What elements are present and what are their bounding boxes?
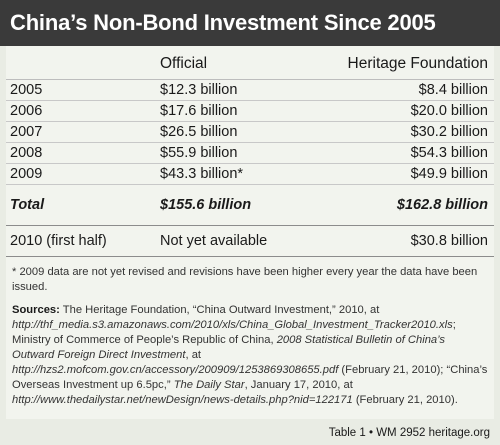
header-heritage: Heritage Foundation <box>330 46 494 80</box>
row-year: 2007 <box>6 121 160 143</box>
row-year: 2005 <box>6 79 160 101</box>
sources-url: http://hzs2.mofcom.gov.cn/accessory/2009… <box>12 364 339 377</box>
table-row-2010: 2010 (first half) Not yet available $30.… <box>6 225 494 257</box>
sources-text: ; Ministry of Commerce of People’s Repub… <box>12 318 456 346</box>
sources-label: Sources: <box>12 303 60 316</box>
table-number: Table 1 • WM 2952 <box>328 427 426 439</box>
credit-line: Table 1 • WM 2952 heritage.org <box>329 427 490 439</box>
sources-text: (February 21, 2010); “China’s Overseas I… <box>12 364 488 392</box>
total-official: $155.6 billion <box>160 184 330 226</box>
row-year: 2009 <box>6 163 160 185</box>
row-heritage: $20.0 billion <box>330 100 494 122</box>
sources-text: (February 21, 2010). <box>352 394 458 407</box>
sources-title: The Daily Star <box>173 379 245 392</box>
sources-note: Sources: The Heritage Foundation, “China… <box>6 295 494 409</box>
table-row: 2007 $26.5 billion $30.2 billion <box>6 121 494 143</box>
row-official: $43.3 billion* <box>160 163 330 185</box>
sources-text: The Heritage Foundation, “China Outward … <box>59 303 380 316</box>
row-year: 2006 <box>6 100 160 122</box>
sources-text: , at <box>185 349 202 362</box>
row-heritage: $8.4 billion <box>330 79 494 101</box>
row-heritage: $54.3 billion <box>330 142 494 164</box>
row-heritage: $49.9 billion <box>330 163 494 185</box>
header-official: Official <box>160 46 330 80</box>
title-bar: China’s Non-Bond Investment Since 2005 <box>0 0 500 46</box>
figure-title: China’s Non-Bond Investment Since 2005 <box>10 10 436 35</box>
table-row: 2006 $17.6 billion $20.0 billion <box>6 100 494 122</box>
row-official: $17.6 billion <box>160 100 330 122</box>
sources-text: , January 17, 2010, at <box>244 379 353 392</box>
sources-title: 2008 Statistical Bulletin of China’s Out… <box>12 334 446 362</box>
brand-url: heritage.org <box>428 427 490 439</box>
table-row: 2009 $43.3 billion* $49.9 billion <box>6 163 494 185</box>
row-official: $55.9 billion <box>160 142 330 164</box>
header-row: Official Heritage Foundation <box>6 46 494 80</box>
table-panel: Official Heritage Foundation 2005 $12.3 … <box>6 46 494 419</box>
total-label: Total <box>6 184 160 226</box>
table-row: 2008 $55.9 billion $54.3 billion <box>6 142 494 164</box>
sources-url: http://www.thedailystar.net/newDesign/ne… <box>12 394 353 407</box>
row-year: 2010 (first half) <box>6 225 160 257</box>
table-row: 2005 $12.3 billion $8.4 billion <box>6 79 494 101</box>
row-heritage: $30.8 billion <box>330 225 494 257</box>
row-official: $12.3 billion <box>160 79 330 101</box>
row-official: $26.5 billion <box>160 121 330 143</box>
total-heritage: $162.8 billion <box>330 184 494 226</box>
investment-table: Official Heritage Foundation 2005 $12.3 … <box>6 46 494 257</box>
row-year: 2008 <box>6 142 160 164</box>
footnote: * 2009 data are not yet revised and revi… <box>12 266 478 293</box>
row-heritage: $30.2 billion <box>330 121 494 143</box>
sources-url: http://thf_media.s3.amazonaws.com/2010/x… <box>12 318 453 331</box>
row-official: Not yet available <box>160 225 330 257</box>
total-row: Total $155.6 billion $162.8 billion <box>6 184 494 226</box>
header-year <box>6 46 160 80</box>
